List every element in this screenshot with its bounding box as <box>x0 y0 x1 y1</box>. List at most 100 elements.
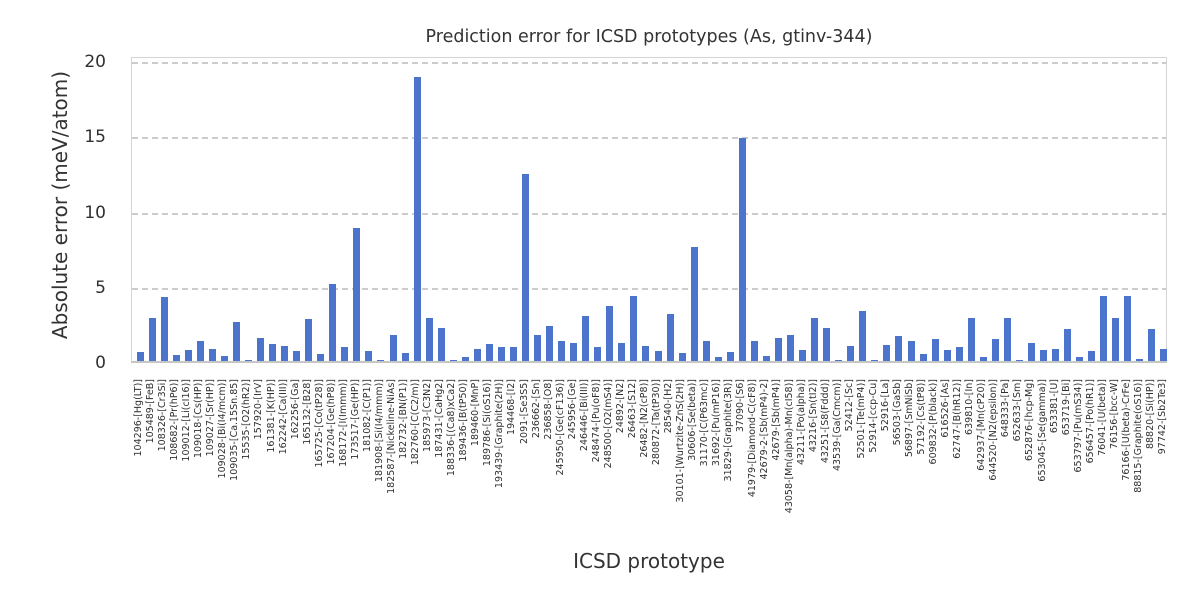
x-tick-label: 245950-[Ge(cF136)] <box>554 379 566 476</box>
x-tick-label: 165725-[Co(tP28)] <box>313 379 325 468</box>
bar <box>1124 295 1132 361</box>
bar <box>148 318 156 361</box>
bar <box>401 352 409 361</box>
bar <box>244 359 252 361</box>
bar <box>305 318 313 361</box>
bar <box>269 343 277 361</box>
bar <box>281 345 289 361</box>
bar <box>799 350 807 361</box>
x-tick-label: 26463-[S12] <box>626 379 638 439</box>
bar <box>762 355 770 361</box>
x-tick-label: 62747-[B(hR12)] <box>952 379 964 459</box>
x-tick-label: 108326-[Cr3Si] <box>157 379 169 452</box>
x-tick-label: 168172-[I(Immm)] <box>337 379 349 467</box>
bar <box>377 360 385 361</box>
bar <box>1136 358 1144 361</box>
bar <box>1052 348 1060 361</box>
bar <box>871 360 879 361</box>
bar <box>196 340 204 361</box>
x-tick-label: 108682-[Pr(hP6)] <box>169 379 181 461</box>
x-tick-label: 188336-[(Ca8)xCa2] <box>446 379 458 477</box>
bar <box>497 346 505 361</box>
x-tick-label: 37090-[S6] <box>735 379 747 433</box>
x-tick-label: 43211-[Po(alpha)] <box>795 379 807 466</box>
bar <box>1148 328 1156 361</box>
bar <box>931 339 939 361</box>
bar <box>955 347 963 361</box>
x-tick-label: 76156-[bcc-W] <box>1108 379 1120 449</box>
bar <box>787 335 795 361</box>
x-tick-label: 43539-[Ga(Cmcm)] <box>831 379 843 472</box>
x-tick-label: 76041-[U(beta)] <box>1096 379 1108 456</box>
x-tick-label: 653797-[Pu(mS34)] <box>1072 379 1084 473</box>
x-tick-label: 109018-[Cs(HP)] <box>193 379 205 458</box>
bar <box>1160 348 1168 361</box>
x-tick-label: 185973-[C3N2] <box>422 379 434 452</box>
bar <box>1076 356 1084 361</box>
x-tick-label: 31692-[Pu(mP16)] <box>711 379 723 467</box>
bar <box>341 347 349 361</box>
x-tick-label: 246446-[Bi(III)] <box>578 379 590 452</box>
bar <box>991 339 999 361</box>
bar <box>666 314 674 361</box>
bar <box>618 342 626 361</box>
bar <box>136 351 144 361</box>
bar <box>943 350 951 361</box>
x-tick-label: 31829-[Graphite(3R)] <box>723 379 735 482</box>
x-tick-label: 52914-[ccp-Cu] <box>867 379 879 453</box>
bar <box>485 343 493 361</box>
bar <box>365 351 373 361</box>
bar <box>473 348 481 361</box>
x-tick-label: 24892-[N2] <box>614 379 626 434</box>
x-tick-label: 109012-[Li(cI16)] <box>181 379 193 462</box>
y-tick-label: 5 <box>95 277 106 298</box>
y-tick-label: 10 <box>84 202 106 223</box>
x-tick-label: 76166-[U(beta)-CrFe] <box>1120 379 1132 481</box>
bar <box>1088 351 1096 361</box>
x-tick-label: 88820-[Si(HP)] <box>1144 379 1156 450</box>
x-tick-label: 52916-[La] <box>879 379 891 432</box>
x-tick-label: 42679-[Sb(mP4)] <box>771 379 783 461</box>
x-tick-label: 162256-[Ga] <box>289 379 301 440</box>
bar <box>859 311 867 361</box>
x-tick-label: 15535-[O2(hR2)] <box>241 379 253 460</box>
x-tick-label: 97742-[Sb2Te3] <box>1156 379 1168 455</box>
bar <box>1015 360 1023 361</box>
x-tick-label: 42679-2-[Sb(mP4)-2] <box>759 379 771 480</box>
x-tick-label: 31170-[C(P63mc)] <box>699 379 711 467</box>
x-tick-label: 187431-[CaHg2] <box>434 379 446 458</box>
x-tick-label: 280872-[Ta(tP30)] <box>651 379 663 466</box>
x-tick-label: 165132-[B28] <box>301 379 313 445</box>
x-tick-label: 109035-[Ca.15Sn.85] <box>229 379 241 481</box>
y-tick-label: 0 <box>95 353 106 373</box>
bar <box>1027 342 1035 361</box>
x-tick-label: 652633-[Sm] <box>1012 379 1024 442</box>
x-tick-label: 648333-[Pa] <box>1000 379 1012 438</box>
x-tick-label: 639810-[In] <box>964 379 976 435</box>
x-tick-label: 182587-[Nickeline-NiAs] <box>386 379 397 494</box>
bar <box>329 284 337 361</box>
bar <box>1064 329 1072 361</box>
bar <box>413 77 421 361</box>
x-tick-label: 30101-[Wurtzite-ZnS(2H)] <box>675 379 687 503</box>
x-tick-label: 182760-[C(C2/m)] <box>410 379 422 466</box>
x-tick-label: 161381-[K(HP)] <box>265 379 277 453</box>
bar <box>594 346 602 361</box>
x-tick-label: 173517-[Ge(HP)] <box>349 379 361 460</box>
bar <box>630 295 638 361</box>
bar <box>232 321 240 361</box>
x-tick-label: 248474-[Pu(oF8)] <box>590 379 602 463</box>
x-tick-label: 248500-[O2(mS4)] <box>602 379 614 469</box>
bar <box>907 341 915 361</box>
x-axis-label: ICSD prototype <box>573 549 725 573</box>
bar <box>606 306 614 361</box>
bar <box>534 334 542 361</box>
bar <box>389 334 397 361</box>
gridline <box>132 62 1166 64</box>
bar <box>738 138 746 361</box>
gridline <box>132 212 1166 215</box>
x-tick-label: 52412-[Sc] <box>843 379 855 432</box>
gridline <box>132 287 1166 290</box>
bar <box>1100 296 1108 361</box>
x-tick-label: 157920-[IrV] <box>253 379 265 440</box>
